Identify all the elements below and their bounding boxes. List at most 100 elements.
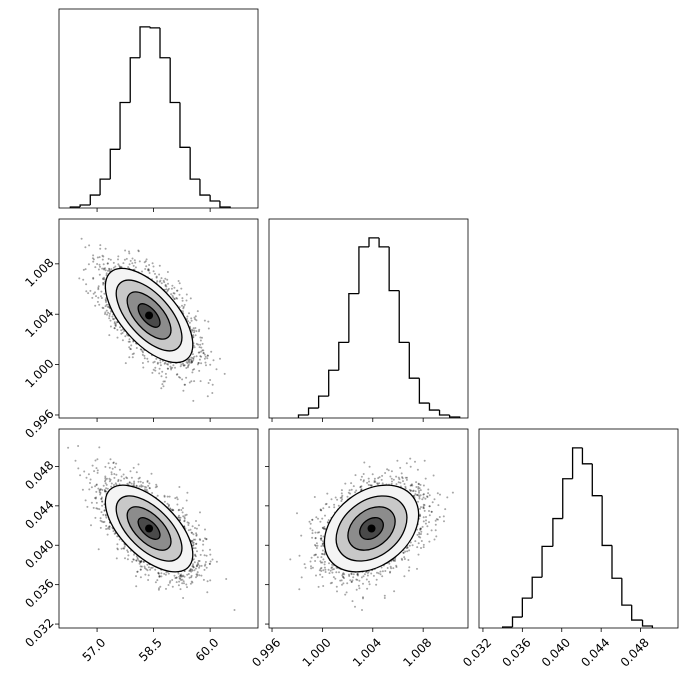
sample-point xyxy=(121,331,124,334)
sample-point xyxy=(108,268,111,271)
sample-point xyxy=(209,579,212,582)
sample-point xyxy=(195,564,198,567)
sample-point xyxy=(182,515,185,518)
sample-point xyxy=(126,477,129,480)
sample-point xyxy=(195,527,198,530)
sample-point xyxy=(129,347,132,350)
sample-point xyxy=(105,301,107,303)
sample-point xyxy=(190,358,193,361)
sample-point xyxy=(116,543,119,546)
sample-point xyxy=(169,507,172,510)
sample-point xyxy=(203,564,206,567)
sample-point xyxy=(101,267,104,270)
sample-point xyxy=(182,307,185,310)
sample-point xyxy=(207,327,210,330)
sample-point xyxy=(126,558,129,561)
sample-point xyxy=(127,554,130,557)
sample-point xyxy=(182,580,185,583)
sample-point xyxy=(100,511,103,514)
sample-point xyxy=(114,265,117,268)
sample-point xyxy=(187,363,190,366)
sample-point xyxy=(152,270,155,273)
sample-point xyxy=(147,268,150,271)
sample-point xyxy=(78,277,81,280)
sample-point xyxy=(175,373,178,376)
sample-point xyxy=(138,260,141,263)
sample-point xyxy=(147,566,150,569)
histogram-step xyxy=(79,204,91,208)
sample-point xyxy=(195,520,197,522)
sample-point xyxy=(155,357,158,360)
sample-point xyxy=(193,316,196,319)
sample-point xyxy=(190,380,193,383)
sample-point xyxy=(104,247,107,250)
histogram-step xyxy=(139,26,151,58)
histogram-step xyxy=(601,495,612,547)
sample-point xyxy=(102,267,105,270)
sample-point xyxy=(142,351,144,354)
sample-point xyxy=(98,273,101,276)
sample-point xyxy=(137,249,140,252)
sample-point xyxy=(102,263,105,266)
histogram-step xyxy=(581,447,593,465)
sample-point xyxy=(198,328,201,331)
sample-point xyxy=(167,572,170,575)
sample-point xyxy=(118,538,121,541)
histogram-step xyxy=(149,26,161,29)
sample-point xyxy=(179,376,182,379)
sample-point xyxy=(154,272,156,275)
sample-point xyxy=(136,558,139,561)
sample-point xyxy=(129,348,132,351)
sample-point xyxy=(172,364,175,367)
sample-point xyxy=(203,353,206,356)
sample-point xyxy=(191,541,194,544)
sample-point xyxy=(181,304,183,307)
sample-point xyxy=(151,262,154,265)
sample-point xyxy=(206,357,209,360)
sample-point xyxy=(108,269,111,272)
panel-frame xyxy=(478,428,679,629)
histogram-step xyxy=(219,201,231,208)
sample-point xyxy=(171,366,174,369)
y-tick-label: 0.996 xyxy=(22,407,56,441)
sample-point xyxy=(162,385,165,388)
sample-point xyxy=(190,360,193,363)
sample-point xyxy=(110,471,113,474)
sample-point xyxy=(145,258,148,261)
sample-point xyxy=(173,574,176,577)
sample-point xyxy=(116,321,119,324)
sample-point xyxy=(192,336,195,338)
sample-point xyxy=(97,296,100,299)
sample-point xyxy=(191,568,193,571)
sample-point xyxy=(200,355,203,358)
sample-point xyxy=(170,293,173,296)
sample-point xyxy=(201,342,204,345)
sample-point xyxy=(128,481,131,484)
sample-point xyxy=(158,280,161,283)
histogram-step xyxy=(159,27,171,59)
x-tick-label: 0.036 xyxy=(499,635,533,669)
sample-point xyxy=(104,514,107,517)
sample-point xyxy=(160,375,163,378)
sample-point xyxy=(128,252,131,255)
sample-point xyxy=(114,323,117,325)
sample-point xyxy=(110,310,112,313)
sample-point xyxy=(102,307,105,310)
sample-point xyxy=(154,369,157,372)
sample-point xyxy=(130,344,133,347)
histogram-step xyxy=(562,478,573,519)
sample-point xyxy=(191,569,194,572)
sample-point xyxy=(88,488,91,491)
sample-point xyxy=(184,383,186,386)
sample-point xyxy=(128,346,131,349)
sample-point xyxy=(121,339,124,342)
sample-point xyxy=(160,387,163,390)
sample-point xyxy=(99,493,102,496)
sample-point xyxy=(94,304,97,307)
sample-point xyxy=(100,297,103,299)
sample-point xyxy=(161,370,164,373)
sample-point xyxy=(158,372,161,375)
sample-point xyxy=(117,255,120,258)
sample-point xyxy=(203,568,206,571)
sample-point xyxy=(164,283,167,286)
